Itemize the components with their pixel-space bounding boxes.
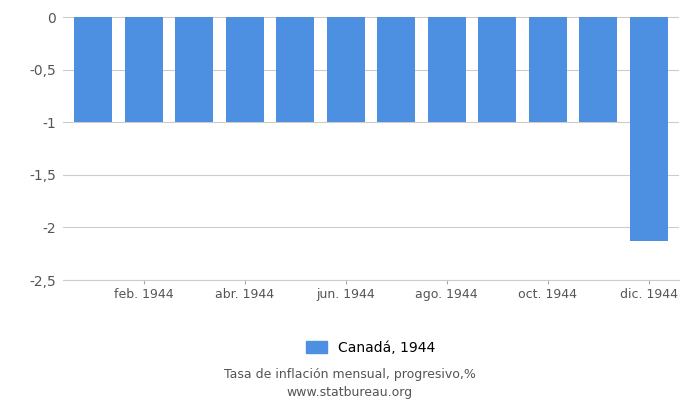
- Bar: [327, 17, 365, 122]
- Bar: [580, 17, 617, 122]
- Bar: [74, 17, 112, 122]
- Bar: [125, 17, 162, 122]
- Bar: [377, 17, 415, 122]
- Bar: [175, 17, 214, 122]
- Bar: [630, 17, 668, 241]
- Bar: [276, 17, 314, 122]
- Text: Tasa de inflación mensual, progresivo,%: Tasa de inflación mensual, progresivo,%: [224, 368, 476, 381]
- Bar: [528, 17, 567, 122]
- Legend: Canadá, 1944: Canadá, 1944: [301, 335, 441, 360]
- Bar: [478, 17, 516, 122]
- Text: www.statbureau.org: www.statbureau.org: [287, 386, 413, 399]
- Bar: [226, 17, 264, 122]
- Bar: [428, 17, 466, 122]
